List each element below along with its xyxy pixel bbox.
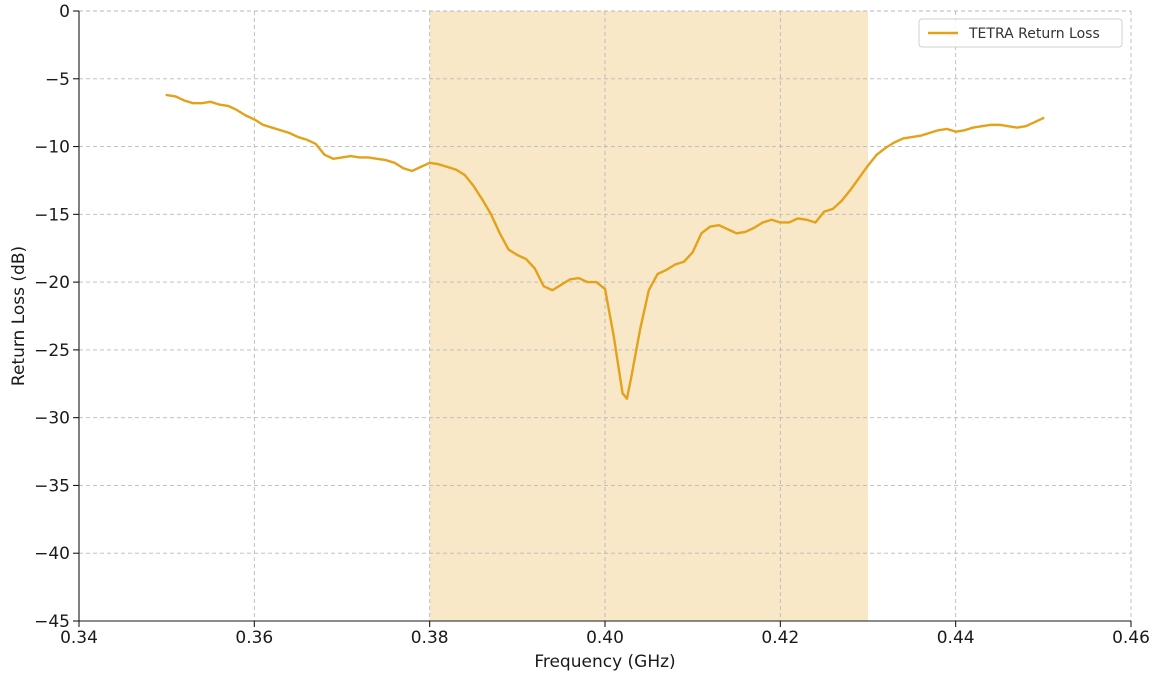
- legend-box: [918, 18, 1123, 48]
- y-axis-label: Return Loss (dB): [9, 246, 29, 386]
- highlight-band: [429, 11, 868, 621]
- y-tick-label-2: −10: [34, 138, 70, 158]
- x-tick-label-2: 0.38: [411, 628, 449, 648]
- y-tick-label-1: −5: [45, 70, 70, 90]
- y-tick-label-0: 0: [59, 2, 70, 22]
- grid-layer: [79, 10, 1132, 621]
- series-line-0: [165, 93, 1045, 400]
- x-tick-label-4: 0.42: [761, 628, 799, 648]
- y-tick-label-8: −40: [34, 544, 70, 564]
- y-tick-layer: 0 −5 −10 −15 −20 −25 −30 −35 −40 −45: [34, 2, 79, 632]
- x-tick-label-0: 0.34: [60, 628, 98, 648]
- y-tick-label-6: −30: [34, 409, 70, 429]
- y-tick-label-3: −15: [34, 205, 70, 225]
- legend: TETRA Return Loss: [918, 18, 1123, 48]
- x-tick-label-6: 0.46: [1112, 628, 1150, 648]
- series-layer: [165, 93, 1045, 400]
- x-tick-label-1: 0.36: [235, 628, 273, 648]
- x-tick-layer: 0.34 0.36 0.38 0.40 0.42 0.44 0.46: [60, 621, 1150, 648]
- y-tick-label-5: −25: [34, 341, 70, 361]
- y-tick-label-7: −35: [34, 476, 70, 496]
- x-tick-label-3: 0.40: [586, 628, 624, 648]
- highlight-band-layer: [429, 11, 868, 621]
- y-tick-label-4: −20: [34, 273, 70, 293]
- x-tick-label-5: 0.44: [937, 628, 975, 648]
- y-tick-label-9: −45: [34, 612, 70, 632]
- x-axis-label: Frequency (GHz): [534, 652, 675, 672]
- legend-entry-label: TETRA Return Loss: [968, 26, 1100, 42]
